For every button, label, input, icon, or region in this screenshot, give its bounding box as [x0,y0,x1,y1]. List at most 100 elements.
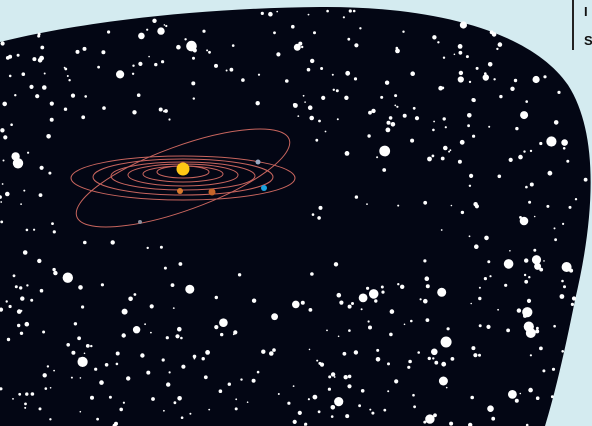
planet [138,220,142,224]
star [504,283,508,287]
star [180,336,183,340]
star [261,349,266,354]
star [37,258,42,264]
star [273,31,276,35]
star [16,53,20,57]
star [478,324,482,328]
star [251,378,256,383]
star [208,50,211,54]
star [571,296,577,301]
star [149,304,154,309]
star [0,307,4,312]
star [5,191,10,197]
star [166,382,171,387]
star [293,103,298,108]
star [327,387,331,391]
star [192,354,197,359]
star [457,44,463,49]
star [133,293,137,296]
star [542,369,546,373]
star [38,193,43,198]
star [161,60,165,64]
star [326,9,329,13]
star [229,67,234,72]
star [484,72,487,75]
orbit [92,158,274,196]
star [24,321,30,327]
star [122,401,125,404]
star [78,285,83,290]
star [287,401,291,405]
star [66,343,70,347]
star [203,375,208,380]
star [44,387,48,390]
star [68,79,71,82]
star [474,204,479,209]
star [437,287,447,297]
star [101,50,106,55]
star [526,298,532,303]
star [70,376,73,379]
star [531,255,542,265]
star [177,396,182,401]
star [397,283,400,286]
star [425,284,430,289]
star [525,185,528,189]
star [318,361,322,365]
star [553,120,559,125]
star [297,410,302,415]
star [168,371,171,374]
star [438,376,448,386]
star [115,351,120,356]
star [138,61,143,66]
star [536,326,539,330]
star [53,270,58,276]
star [460,210,465,215]
star [104,363,109,367]
star [497,308,499,311]
star [176,44,181,50]
star [73,322,78,326]
star [240,378,243,381]
star [268,11,273,17]
star [321,95,326,100]
star [366,286,370,290]
star [499,94,503,99]
star [467,113,472,118]
star [510,86,515,92]
star [519,216,529,226]
star [96,417,99,421]
star [383,408,387,412]
star [442,56,446,59]
star [547,170,553,176]
star [413,405,416,409]
star [359,27,362,30]
star [168,118,171,121]
star [8,74,12,78]
star [138,32,145,40]
star [148,55,150,58]
star [395,46,399,50]
star [438,85,443,91]
star [475,66,479,70]
star [478,353,481,357]
star [423,259,427,263]
star [354,195,359,199]
star [557,90,561,94]
star [546,136,557,147]
star [132,110,137,115]
star [354,43,359,48]
star [165,24,168,28]
star [382,168,387,172]
star [33,228,36,231]
star [450,204,453,207]
star [313,31,316,35]
star [339,300,344,305]
star [384,80,390,85]
star [21,72,26,76]
star [12,398,14,400]
star [301,45,304,49]
star [0,201,3,203]
star [448,150,451,153]
